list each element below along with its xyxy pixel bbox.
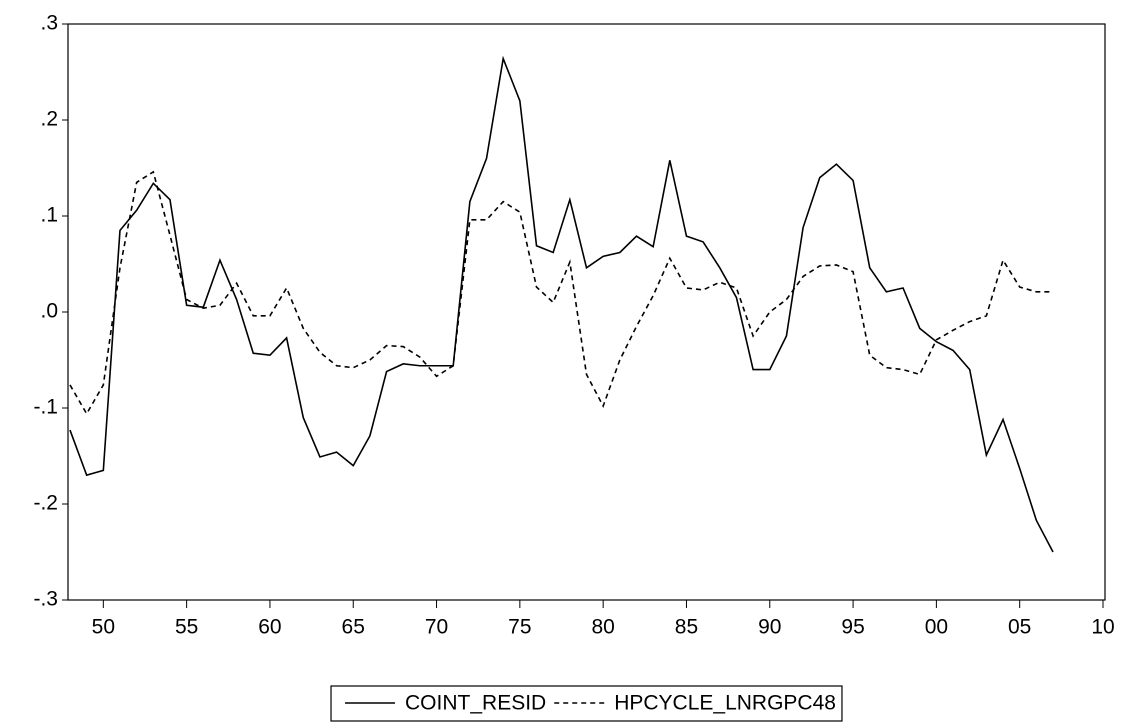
x-tick-label: 95: [841, 616, 864, 639]
x-tick-label: 10: [1091, 616, 1114, 639]
x-tick-label: 55: [175, 616, 198, 639]
y-tick-label: -.3: [33, 588, 58, 611]
legend-label: HPCYCLE_LNRGPC48: [614, 692, 836, 715]
legend-box: [330, 685, 843, 722]
y-tick-label: .0: [40, 300, 58, 323]
plot-frame: [67, 23, 1106, 601]
x-tick-label: 80: [591, 616, 614, 639]
x-tick-label: 65: [342, 616, 365, 639]
legend-label: COINT_RESID: [405, 692, 546, 715]
y-tick-label: .2: [40, 108, 58, 131]
x-tick-label: 85: [675, 616, 698, 639]
x-tick-label: 75: [508, 616, 531, 639]
x-tick-label: 70: [425, 616, 448, 639]
series-line: [69, 55, 1054, 553]
x-tick-label: 90: [758, 616, 781, 639]
x-tick-label: 50: [92, 616, 115, 639]
x-tick-label: 00: [925, 616, 948, 639]
y-tick-label: -.1: [33, 396, 58, 419]
y-tick-label: .3: [40, 12, 58, 35]
y-tick-label: .1: [40, 204, 58, 227]
series-line: [69, 170, 1054, 416]
x-tick-label: 05: [1008, 616, 1031, 639]
y-tick-label: -.2: [33, 492, 58, 515]
x-tick-label: 60: [258, 616, 281, 639]
